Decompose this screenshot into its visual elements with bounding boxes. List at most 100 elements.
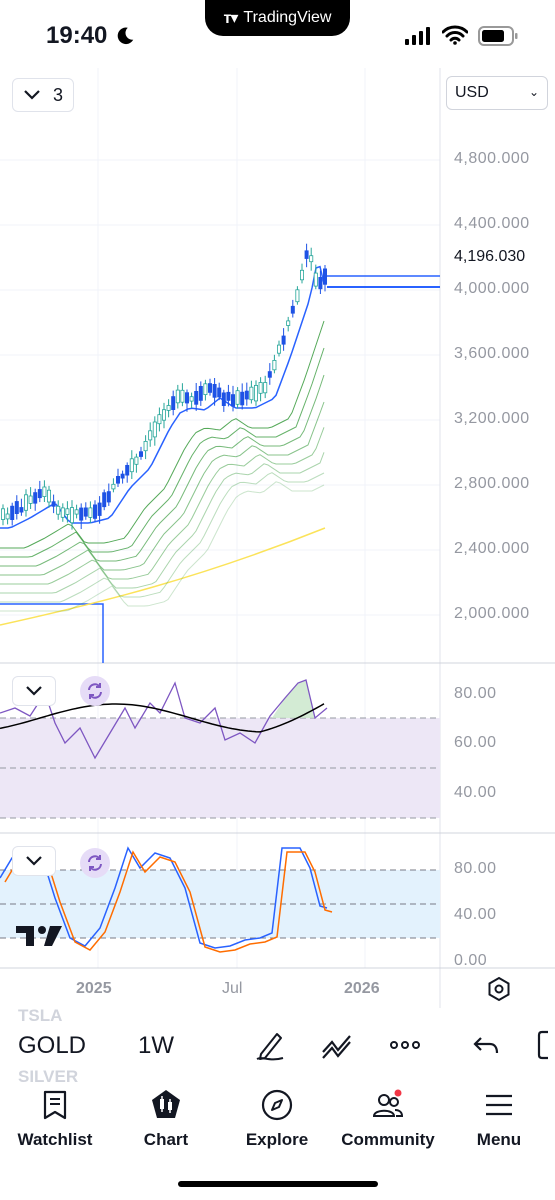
more-icon[interactable] bbox=[388, 1028, 422, 1062]
symbol-name[interactable]: GOLD bbox=[18, 1032, 87, 1059]
symbol-previous[interactable]: TSLA bbox=[18, 1006, 63, 1025]
nav-explore[interactable]: Explore bbox=[222, 1088, 332, 1150]
wifi-icon bbox=[442, 25, 468, 45]
candle-body bbox=[281, 335, 286, 345]
nav-explore-label: Explore bbox=[245, 1130, 309, 1149]
chart-area[interactable]: 3 USD ⌄ 4,800.000 4,400.000 4,196.030 4,… bbox=[0, 68, 555, 1008]
ribbon-ma-line bbox=[0, 452, 325, 594]
candle-body bbox=[42, 486, 47, 498]
stoch-k-line bbox=[0, 846, 328, 949]
bottom-nav: Watchlist Chart Explore Community bbox=[0, 1088, 555, 1200]
candle-body bbox=[318, 276, 323, 290]
candle-body bbox=[51, 501, 56, 507]
chevron-down-icon bbox=[26, 686, 42, 696]
price-label: 2,400.000 bbox=[454, 540, 530, 557]
candle-body bbox=[198, 385, 203, 401]
layers-toggle-button[interactable]: 3 bbox=[12, 78, 74, 112]
candle-body bbox=[23, 494, 28, 511]
candle-body bbox=[10, 505, 15, 521]
rsi-collapse-button[interactable] bbox=[12, 676, 56, 706]
chevron-down-icon bbox=[24, 90, 40, 100]
candle-body bbox=[194, 390, 199, 405]
candle-body bbox=[304, 250, 309, 259]
rsi-levels bbox=[0, 717, 440, 819]
candle-body bbox=[102, 492, 107, 508]
candle-body bbox=[263, 382, 268, 394]
chart-settings-icon[interactable] bbox=[486, 976, 512, 1002]
price-pane[interactable] bbox=[0, 68, 440, 663]
notification-dot bbox=[394, 1089, 402, 1097]
candle-body bbox=[129, 458, 134, 473]
ribbon-ma-line bbox=[0, 374, 325, 567]
candle-body bbox=[106, 491, 111, 503]
candle-body bbox=[138, 451, 143, 457]
nav-community[interactable]: Community bbox=[333, 1088, 443, 1150]
candle-body bbox=[253, 384, 258, 402]
candle-body bbox=[244, 390, 249, 400]
currency-select[interactable]: USD ⌄ bbox=[446, 76, 548, 110]
candle-body bbox=[230, 394, 235, 407]
indicator-icon[interactable] bbox=[320, 1028, 354, 1062]
draw-pen-icon[interactable] bbox=[253, 1028, 287, 1062]
fullscreen-icon[interactable] bbox=[534, 1028, 555, 1062]
chevron-down-icon: ⌄ bbox=[528, 85, 539, 99]
candle-body bbox=[217, 387, 222, 398]
ribbon-ma-line bbox=[0, 427, 325, 585]
candle-body bbox=[203, 383, 208, 395]
rsi-sync-button[interactable] bbox=[80, 676, 110, 706]
ma-ribbon bbox=[0, 320, 325, 612]
currency-value: USD bbox=[455, 84, 489, 101]
candle-body bbox=[207, 383, 212, 393]
candle-body bbox=[33, 492, 38, 504]
candle-body bbox=[88, 507, 93, 518]
candle-body bbox=[313, 272, 318, 287]
price-label: 3,200.000 bbox=[454, 410, 530, 427]
price-label: 4,800.000 bbox=[454, 150, 530, 167]
layers-count: 3 bbox=[52, 84, 63, 105]
stoch-collapse-button[interactable] bbox=[12, 846, 56, 876]
stoch-sync-button[interactable] bbox=[80, 848, 110, 878]
candle-body bbox=[184, 392, 189, 404]
candle-body bbox=[28, 495, 33, 504]
candle-body bbox=[47, 489, 52, 503]
chart-canvas[interactable] bbox=[0, 68, 555, 1008]
price-label: 3,600.000 bbox=[454, 345, 530, 362]
long-moving-average-line bbox=[0, 527, 326, 626]
candle-body bbox=[37, 489, 42, 499]
candle-body bbox=[322, 268, 327, 285]
stoch-d-line bbox=[4, 850, 333, 953]
candle-body bbox=[56, 505, 61, 515]
candle-body bbox=[175, 389, 180, 404]
candle-body bbox=[111, 483, 116, 490]
price-label: 2,800.000 bbox=[454, 475, 530, 492]
time-label: Jul bbox=[222, 980, 243, 997]
price-label: 4,400.000 bbox=[454, 215, 530, 232]
candle-body bbox=[299, 269, 304, 281]
time-label: 2026 bbox=[344, 980, 380, 997]
candle-body bbox=[125, 464, 130, 476]
candle-body bbox=[240, 391, 245, 406]
stoch-axis-label: 80.00 bbox=[454, 860, 497, 877]
rsi-axis-label: 80.00 bbox=[454, 685, 497, 702]
range-box bbox=[0, 603, 104, 663]
stoch-axis-label: 40.00 bbox=[454, 906, 497, 923]
undo-icon[interactable] bbox=[470, 1028, 504, 1062]
nav-menu[interactable]: Menu bbox=[444, 1088, 554, 1150]
cellular-signal-icon bbox=[405, 27, 430, 45]
ribbon-ma-line bbox=[0, 347, 325, 558]
symbol-next[interactable]: SILVER bbox=[18, 1067, 79, 1086]
candle-body bbox=[14, 501, 19, 515]
candle-body bbox=[0, 508, 6, 520]
candle-body bbox=[143, 440, 148, 452]
nav-watchlist-label: Watchlist bbox=[17, 1130, 93, 1149]
dynamic-island[interactable]: ᴛ▾ TradingView bbox=[205, 0, 350, 36]
nav-chart[interactable]: Chart bbox=[111, 1088, 221, 1150]
price-label: 2,000.000 bbox=[454, 605, 530, 622]
candle-body bbox=[116, 475, 121, 484]
candle-body bbox=[180, 389, 185, 403]
rsi-line bbox=[0, 679, 328, 760]
battery-icon bbox=[478, 26, 518, 46]
candle-body bbox=[83, 507, 88, 517]
interval-button[interactable]: 1W bbox=[138, 1032, 174, 1059]
nav-watchlist[interactable]: Watchlist bbox=[0, 1088, 110, 1150]
